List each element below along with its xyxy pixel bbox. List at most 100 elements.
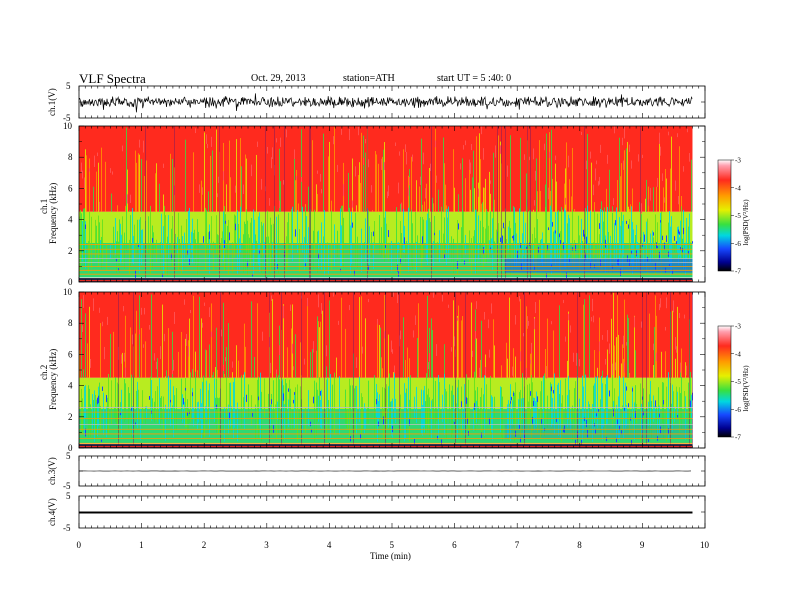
streak xyxy=(244,372,245,430)
streak xyxy=(141,230,142,265)
speckle xyxy=(97,397,98,405)
streak xyxy=(277,401,278,421)
streak xyxy=(567,395,568,428)
streak xyxy=(270,217,271,273)
speckle xyxy=(333,292,334,297)
streak xyxy=(605,384,606,436)
streak xyxy=(382,156,383,212)
streak xyxy=(645,198,646,212)
streak xyxy=(361,296,362,378)
streak xyxy=(365,152,366,212)
streak xyxy=(274,126,275,279)
speckle xyxy=(288,388,289,392)
streak xyxy=(124,379,125,423)
streak xyxy=(341,225,342,267)
speckle xyxy=(470,162,471,174)
speckle xyxy=(152,237,153,243)
speckle xyxy=(224,240,225,249)
speckle xyxy=(653,232,654,236)
speckle xyxy=(595,168,596,181)
streak xyxy=(551,209,552,275)
streak xyxy=(150,376,151,422)
streak xyxy=(490,211,491,252)
ch2-spectrogram-colorbar-tick-label: -6 xyxy=(735,406,741,414)
speckle xyxy=(519,424,520,429)
streak xyxy=(215,397,216,424)
streak xyxy=(446,391,447,439)
streak xyxy=(324,210,325,276)
speckle xyxy=(356,357,357,368)
streak xyxy=(316,382,317,437)
streak xyxy=(473,236,474,264)
streak xyxy=(200,388,201,421)
speckle xyxy=(599,176,600,185)
ch2-spectrogram-colorbar-label: log(PSD(V²/Hz) xyxy=(742,365,750,412)
speckle xyxy=(174,311,175,324)
streak xyxy=(533,397,534,425)
speckle xyxy=(585,252,586,260)
speckle xyxy=(458,223,459,230)
streak xyxy=(101,147,102,212)
streak xyxy=(493,207,494,252)
streak xyxy=(342,205,343,265)
speckle xyxy=(628,224,629,229)
ch4-waveform-ytick-top: 5 xyxy=(66,491,71,501)
streak xyxy=(361,393,362,435)
speckle xyxy=(663,400,664,405)
streak xyxy=(416,386,417,423)
streak xyxy=(305,206,306,253)
streak xyxy=(650,380,651,427)
streak xyxy=(567,223,568,275)
streak xyxy=(677,226,678,253)
speckle xyxy=(267,146,268,154)
speckle xyxy=(320,390,321,396)
speckle xyxy=(471,143,472,151)
ch2-spectrogram-ytick-label: 10 xyxy=(63,287,73,297)
streak xyxy=(681,348,682,378)
ch2-spectrogram-band xyxy=(79,292,693,378)
streak xyxy=(138,389,139,420)
streak xyxy=(672,310,673,378)
streak xyxy=(292,304,293,378)
streak xyxy=(431,318,432,378)
streak xyxy=(276,216,277,271)
speckle xyxy=(605,358,606,365)
streak xyxy=(291,328,292,378)
streak xyxy=(137,381,138,429)
streak xyxy=(174,126,175,279)
streak xyxy=(271,393,272,437)
streak xyxy=(569,389,570,418)
streak xyxy=(446,209,447,266)
streak xyxy=(256,240,257,263)
speckle xyxy=(549,151,550,158)
streak xyxy=(431,400,432,440)
streak xyxy=(357,236,358,269)
ch1-spectrogram-band xyxy=(79,126,693,212)
speckle xyxy=(642,154,643,159)
streak xyxy=(201,180,202,212)
streak xyxy=(253,209,254,275)
streak xyxy=(491,238,492,255)
speckle xyxy=(675,180,676,191)
streak xyxy=(421,389,422,434)
streak xyxy=(562,209,563,212)
streak xyxy=(462,408,463,431)
streak xyxy=(561,403,562,442)
speckle xyxy=(612,363,613,376)
streak xyxy=(429,218,430,254)
streak xyxy=(243,234,244,273)
streak xyxy=(206,350,207,378)
streak xyxy=(308,186,309,212)
streak xyxy=(106,406,107,438)
streak xyxy=(245,346,246,378)
streak xyxy=(201,318,202,378)
speckle xyxy=(657,246,658,249)
speckle xyxy=(586,160,587,170)
speckle xyxy=(688,250,689,255)
speckle xyxy=(626,386,627,391)
streak xyxy=(318,321,319,378)
streak xyxy=(646,292,647,445)
speckle xyxy=(409,419,410,426)
speckle xyxy=(657,177,658,187)
speckle xyxy=(636,250,637,257)
